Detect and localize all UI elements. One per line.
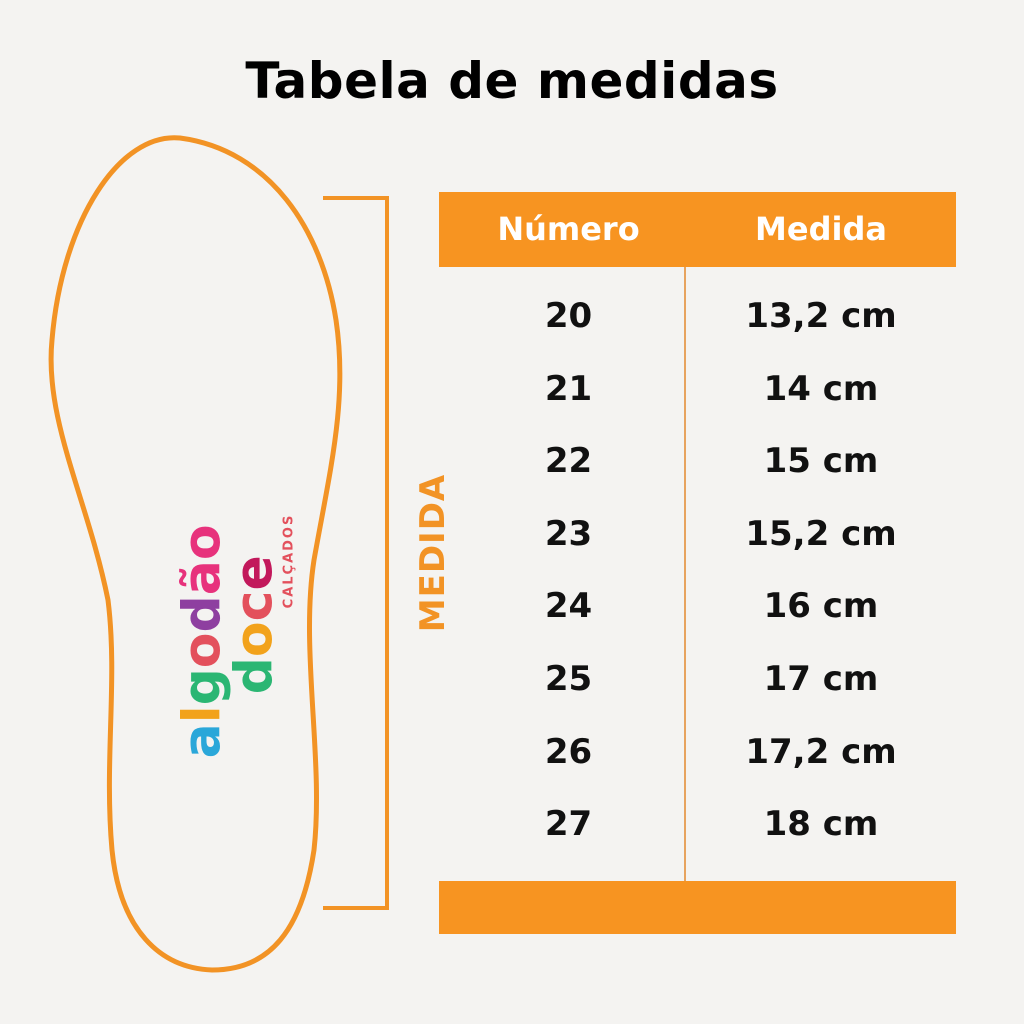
table-row: 21 14 cm (439, 353, 956, 426)
length-bracket (323, 196, 389, 910)
logo-line-3: CALÇADOS (281, 513, 297, 609)
cell-medida: 15 cm (763, 441, 879, 482)
cell-medida: 18 cm (763, 804, 879, 845)
logo-line-1: algodão (172, 524, 233, 759)
table-header: Número Medida (439, 192, 956, 267)
cell-numero: 20 (544, 296, 593, 336)
cell-numero: 23 (544, 513, 593, 554)
cell-numero: 25 (544, 658, 593, 699)
cell-medida: 17 cm (763, 658, 879, 699)
cell-medida: 14 cm (763, 368, 879, 409)
table-row: 25 17 cm (439, 643, 956, 716)
page-title: Tabela de medidas (245, 52, 779, 110)
header-medida: Medida (755, 210, 887, 248)
table-row: 22 15 cm (439, 425, 956, 498)
cell-numero: 21 (544, 368, 593, 409)
cell-medida: 15,2 cm (745, 513, 897, 554)
table-row: 23 15,2 cm (439, 498, 956, 571)
cell-medida: 13,2 cm (745, 296, 897, 336)
table-row: 27 18 cm (439, 788, 956, 861)
cell-numero: 27 (544, 804, 593, 845)
cell-numero: 24 (544, 586, 593, 627)
column-divider (684, 267, 686, 881)
cell-medida: 16 cm (763, 586, 879, 627)
logo-line-2: doce (224, 555, 285, 695)
table-row: 26 17,2 cm (439, 716, 956, 789)
table-row: 20 13,2 cm (439, 280, 956, 353)
brand-logo: algodão doce CALÇADOS (172, 513, 297, 759)
cell-numero: 22 (544, 441, 593, 482)
cell-medida: 17,2 cm (745, 731, 897, 772)
table-body: 20 13,2 cm 21 14 cm 22 15 cm 23 15,2 cm … (439, 280, 956, 861)
table-row: 24 16 cm (439, 570, 956, 643)
table-footer (439, 881, 956, 934)
cell-numero: 26 (544, 731, 593, 772)
header-numero: Número (497, 210, 640, 248)
